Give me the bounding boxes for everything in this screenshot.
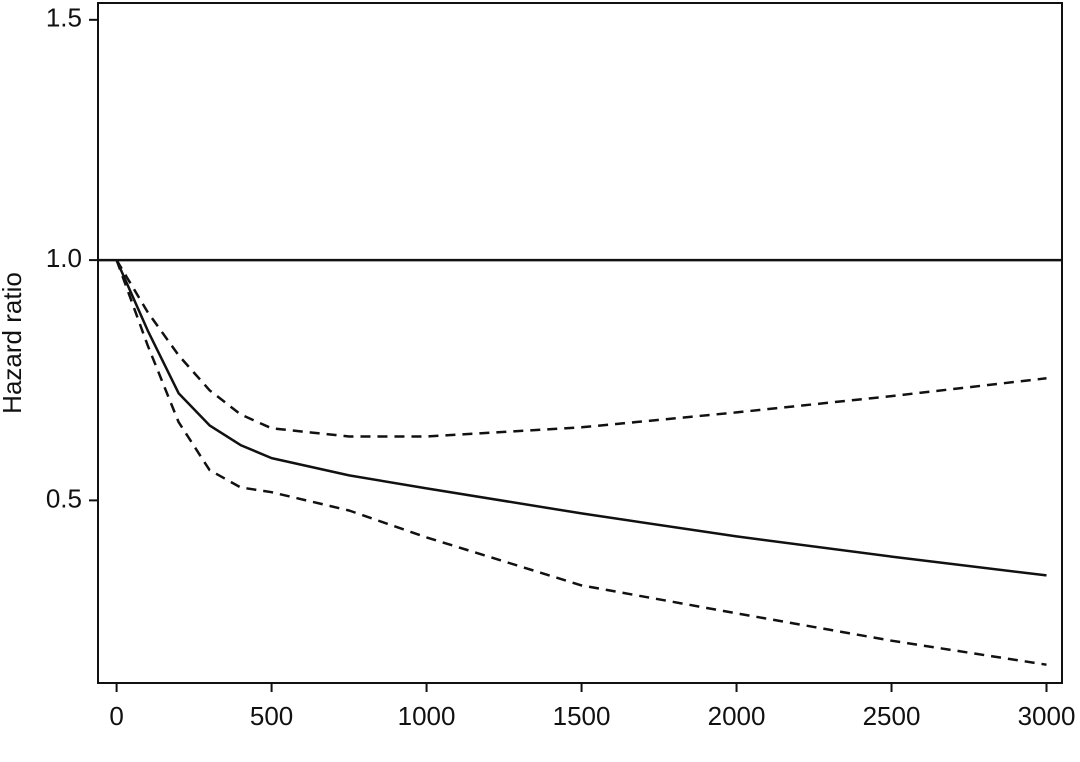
- series-line: [115, 259, 1047, 666]
- y-axis-label: Hazard ratio: [0, 272, 27, 414]
- x-tick-label: 2500: [863, 701, 921, 731]
- x-tick-label: 1000: [398, 701, 456, 731]
- x-tick-label: 1500: [553, 701, 611, 731]
- plot-frame: [97, 2, 1063, 684]
- x-tick-label: 2000: [708, 701, 766, 731]
- y-tick-label: 1.0: [46, 243, 82, 273]
- x-tick-label: 3000: [1018, 701, 1076, 731]
- x-tick-label: 0: [109, 701, 123, 731]
- y-tick-label: 0.5: [46, 483, 82, 513]
- y-tick-label: 1.5: [46, 3, 82, 33]
- series-line: [115, 259, 1047, 577]
- series-line: [115, 259, 1047, 438]
- x-tick-label: 500: [250, 701, 293, 731]
